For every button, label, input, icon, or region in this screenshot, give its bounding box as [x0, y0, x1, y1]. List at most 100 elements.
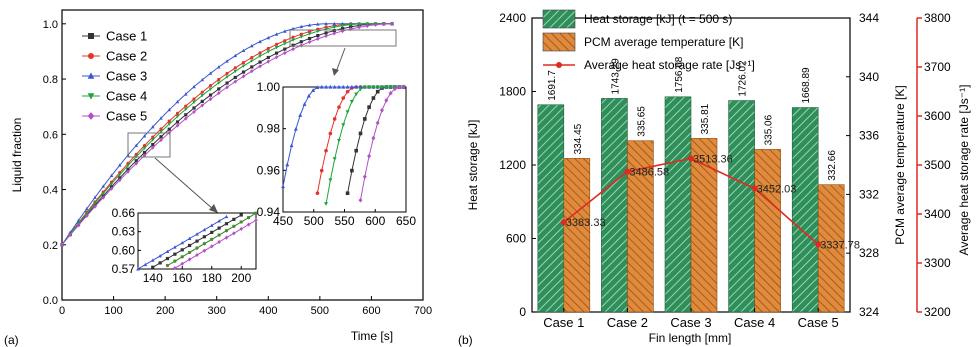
- series-point: [299, 40, 303, 44]
- legend-label-a: Case 2: [106, 49, 147, 64]
- series-point: [208, 84, 213, 88]
- series-point: [184, 116, 188, 121]
- bar-label-temp: 332.66: [827, 150, 838, 181]
- series-point: [109, 182, 114, 186]
- inset-series-point: [349, 84, 354, 89]
- series-point: [299, 35, 304, 39]
- series-point: [118, 163, 122, 167]
- rate-point: [624, 168, 631, 175]
- inset-y-tick-label: 0.96: [257, 163, 281, 177]
- series-point: [357, 22, 361, 26]
- rate-label: 3513.36: [693, 153, 733, 165]
- x-axis-ticks-a: 0 100 200 300 400 500 600 700: [59, 296, 432, 317]
- series-point: [250, 65, 254, 69]
- series-point: [250, 59, 254, 63]
- series-point: [142, 144, 147, 148]
- zoom-box-middle: [127, 132, 171, 158]
- series-point: [307, 32, 312, 36]
- series-point: [225, 85, 229, 90]
- y-axis-label-b: Heat storage [kJ]: [466, 120, 480, 211]
- series-point: [357, 25, 361, 30]
- inset-series-point: [165, 249, 170, 254]
- inset-series-point: [367, 105, 371, 109]
- inset-series-point: [311, 88, 316, 92]
- bar-heat-storage: [601, 98, 628, 313]
- x-tick-label-b: Case 5: [798, 315, 839, 330]
- inset-series-point: [209, 237, 214, 242]
- bar-label-heat: 1668.89: [801, 67, 812, 104]
- series-point: [340, 24, 345, 28]
- inset-series-point: [324, 84, 329, 89]
- legend-marker-a: [87, 72, 95, 79]
- bar-label-temp: 335.65: [636, 106, 647, 137]
- inset-series-point: [202, 248, 207, 253]
- inset-series-point: [341, 84, 346, 89]
- series-point: [225, 71, 229, 76]
- rate-label: 3486.58: [629, 167, 669, 179]
- series-point: [283, 50, 287, 56]
- y3-tick-label-b: 3200: [924, 305, 951, 319]
- inset-series-point: [328, 84, 333, 89]
- x-tick-label-a: 400: [259, 305, 277, 317]
- series-point: [250, 44, 254, 48]
- series-point: [365, 23, 370, 28]
- bar-label-heat: 1743.29: [610, 58, 621, 95]
- inset-x-tick-label: 550: [334, 214, 354, 228]
- series-point: [192, 97, 196, 101]
- inset-series-point: [328, 131, 333, 136]
- series-point: [340, 26, 345, 31]
- series-point: [84, 211, 89, 216]
- legend-marker-a: [88, 53, 94, 59]
- legend-marker-a: [87, 112, 95, 120]
- inset-series-point: [232, 231, 236, 236]
- inset-series-line: [174, 219, 257, 269]
- series-point: [134, 143, 139, 147]
- series-point: [84, 206, 89, 211]
- x-tick-label-a: 700: [414, 305, 432, 317]
- bar-heat-storage: [728, 100, 755, 313]
- inset-series-point: [349, 99, 354, 104]
- series-point: [299, 43, 304, 48]
- series-point: [151, 142, 155, 147]
- inset-series-point: [187, 251, 192, 255]
- bar-pcm-temperature: [817, 184, 845, 313]
- inset-series-point: [173, 245, 177, 249]
- series-point: [184, 104, 188, 108]
- series-point: [159, 138, 163, 143]
- inset-series-point: [202, 242, 207, 246]
- series-point: [101, 191, 106, 196]
- inset-top-right: 0.94 0.96 0.98 1.00 450 500 550 600 650: [257, 80, 417, 228]
- inset-series-point: [165, 256, 170, 261]
- inset-series-point: [165, 264, 170, 268]
- series-point: [299, 24, 304, 29]
- zoom-arrowhead-top: [332, 68, 339, 76]
- series-point: [266, 46, 270, 51]
- inset-series-point: [375, 89, 380, 94]
- bar-heat-storage: [664, 96, 692, 313]
- y2-axis-ticks-b: 324 328 332 336 340 344: [846, 11, 879, 319]
- inset-series-point: [209, 244, 214, 249]
- series-point: [332, 31, 337, 36]
- inset-series-point: [315, 191, 320, 196]
- bar-label-temp: 335.06: [764, 114, 775, 145]
- series-point: [109, 173, 114, 178]
- series-point: [175, 111, 180, 116]
- series-point: [142, 150, 147, 155]
- inset-series-point: [362, 85, 367, 90]
- series-point: [283, 47, 287, 51]
- inset-series-point: [180, 240, 185, 245]
- legend-label-a: Case 5: [106, 109, 147, 124]
- series-point: [316, 33, 320, 38]
- series-point: [126, 164, 130, 168]
- y-tick-label-a: 0.8: [43, 74, 58, 86]
- inset-series-point: [336, 84, 341, 89]
- series-point: [291, 26, 295, 31]
- series-point: [192, 84, 196, 89]
- y-tick-label-b: 600: [506, 232, 526, 246]
- inset-series-point: [298, 113, 303, 117]
- series-point: [151, 138, 155, 142]
- series-point: [250, 69, 254, 74]
- series-point: [307, 23, 312, 27]
- inset-series-point: [354, 84, 359, 89]
- inset-y-tick-label: 0.66: [112, 206, 136, 220]
